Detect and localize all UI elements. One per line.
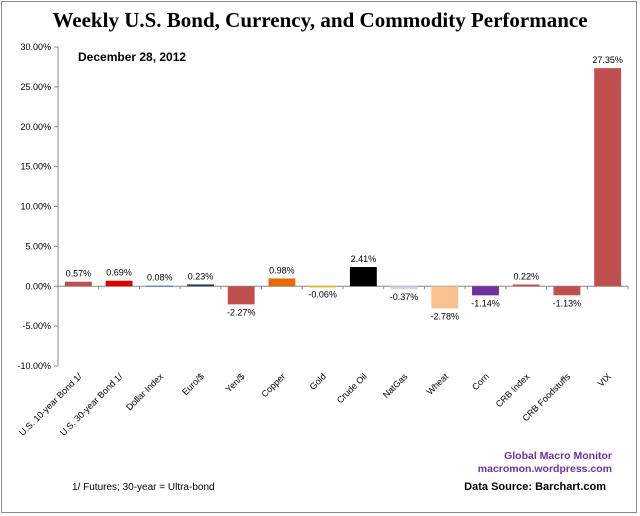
category-label: CRB Index: [494, 371, 532, 409]
data-label: -0.06%: [308, 290, 337, 300]
bar: [105, 280, 133, 287]
data-label: 27.35%: [592, 55, 623, 65]
data-label: 0.22%: [513, 271, 539, 281]
category-label: Yen/$: [224, 371, 247, 394]
y-tick-label: -5.00%: [22, 321, 51, 331]
y-tick-label: -10.00%: [17, 361, 51, 371]
data-label: -0.37%: [390, 292, 419, 302]
bar: [309, 286, 337, 288]
data-label: -1.14%: [471, 298, 500, 308]
data-label: 0.23%: [188, 271, 214, 281]
bar: [268, 278, 296, 287]
y-tick-label: 5.00%: [25, 241, 51, 251]
data-label: 2.41%: [351, 254, 377, 264]
category-label: Corn: [470, 371, 491, 392]
bar: [227, 286, 255, 305]
category-label: VIX: [596, 371, 613, 388]
chart-date: December 28, 2012: [78, 50, 187, 64]
category-label: Copper: [259, 371, 287, 399]
credit-url: macromon.wordpress.com: [477, 463, 612, 475]
category-label: Dollar Index: [124, 371, 165, 412]
data-label: -1.13%: [553, 298, 582, 308]
bar: [390, 286, 418, 290]
credit-name: Global Macro Monitor: [504, 450, 612, 462]
y-tick-label: 25.00%: [20, 82, 51, 92]
data-label: 0.69%: [106, 268, 132, 278]
data-label: 0.08%: [147, 273, 173, 283]
bar: [594, 68, 622, 287]
bar: [64, 281, 92, 287]
y-tick-label: 20.00%: [20, 122, 51, 132]
category-label: Euro/$: [180, 371, 206, 397]
category-label: NatGas: [381, 371, 410, 400]
bar: [349, 267, 377, 287]
y-tick-label: 30.00%: [20, 42, 51, 52]
bar: [472, 286, 499, 296]
bar: [146, 285, 174, 287]
data-source: Data Source: Barchart.com: [464, 481, 606, 493]
category-label: Wheat: [425, 371, 451, 397]
data-label: 0.57%: [66, 269, 92, 279]
data-label: -2.78%: [431, 311, 460, 321]
bar: [512, 284, 540, 287]
bar: [187, 284, 214, 287]
footnote: 1/ Futures; 30-year = Ultra-bond: [72, 482, 215, 493]
y-tick-label: 10.00%: [20, 202, 51, 212]
bar: [431, 286, 459, 309]
category-label: Gold: [308, 371, 329, 392]
bar: [553, 286, 581, 296]
y-tick-label: 0.00%: [25, 281, 51, 291]
category-label: Crude Oil: [335, 371, 369, 405]
data-label: 0.98%: [269, 265, 295, 275]
chart-title: Weekly U.S. Bond, Currency, and Commodit…: [52, 8, 588, 32]
data-label: -2.27%: [227, 307, 256, 317]
y-tick-label: 15.00%: [20, 162, 51, 172]
